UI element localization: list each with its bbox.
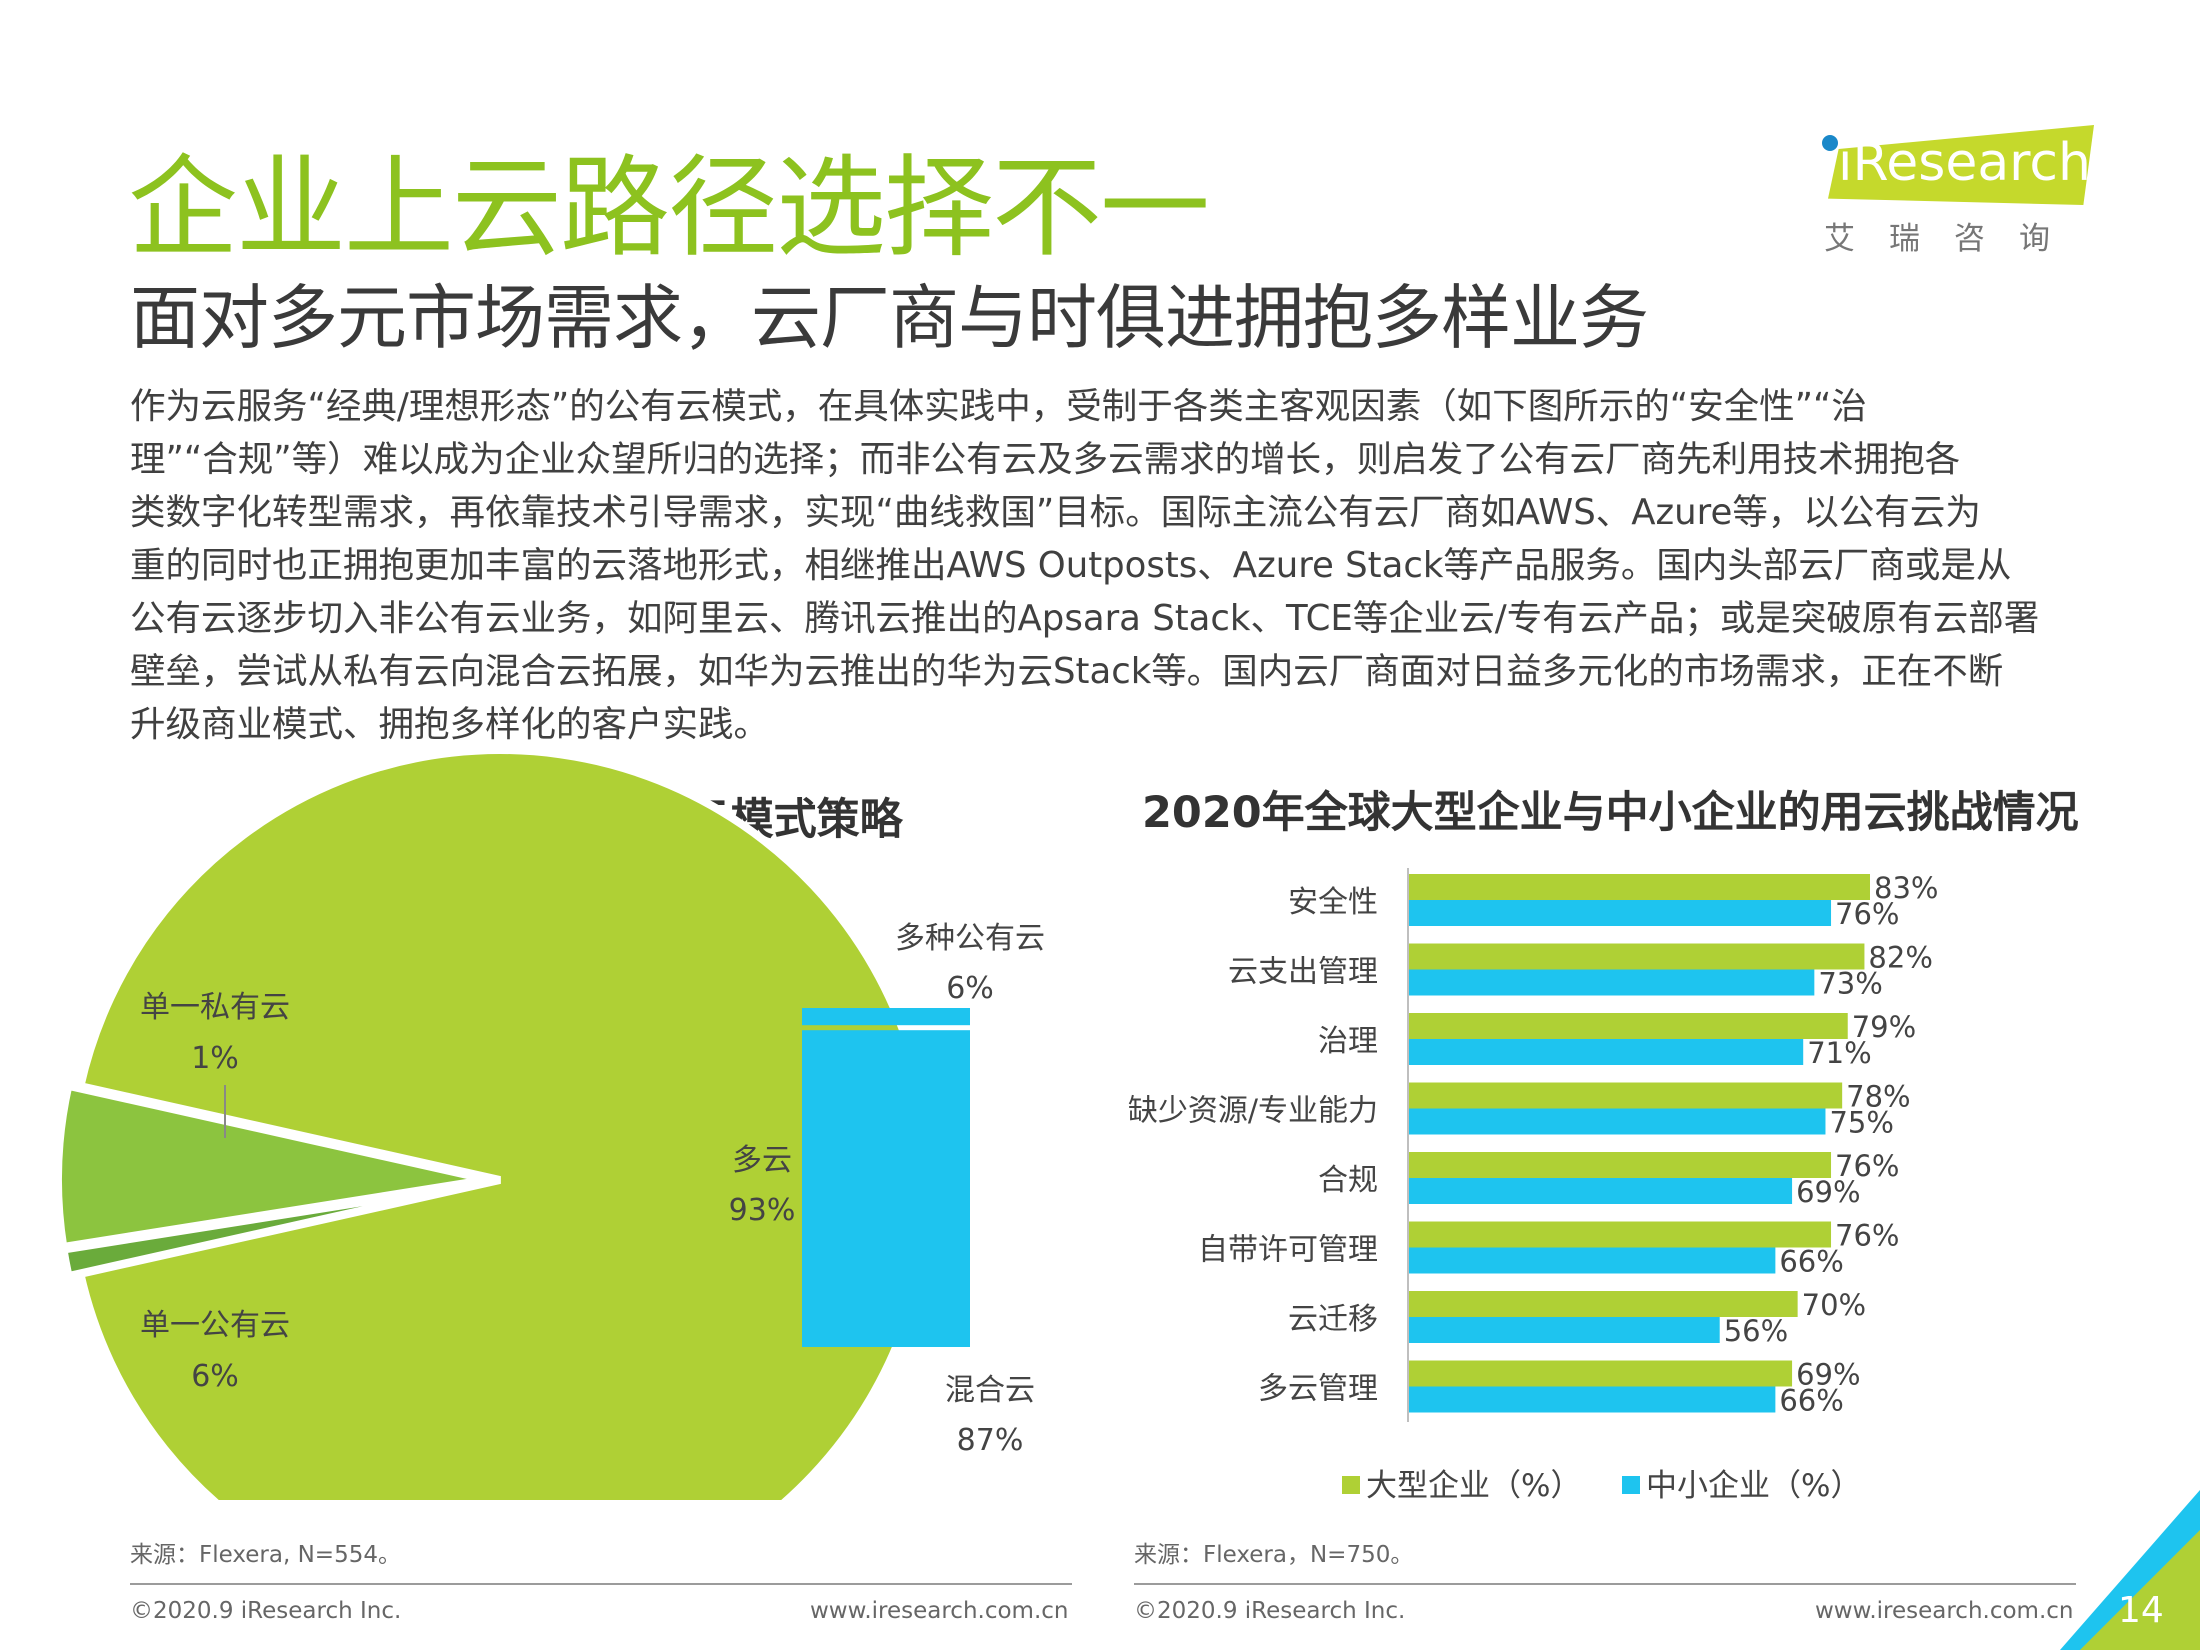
bar (1408, 874, 1870, 900)
bar-value-label: 70% (1802, 1288, 1866, 1322)
bar (1408, 1039, 1804, 1065)
pie-slice-label: 单一私有云 (140, 990, 290, 1025)
bar (1408, 1317, 1720, 1343)
bar-value-label: 83% (1874, 871, 1938, 905)
footer-copyright: ©2020.9 iResearch Inc. (130, 1598, 402, 1624)
category-label: 缺少资源/专业能力 (1128, 1094, 1378, 1129)
bar (1408, 1152, 1832, 1178)
pie-breakdown-bar (802, 1008, 970, 1347)
corner-decoration (2060, 1490, 2200, 1650)
bar-value-label: 82% (1868, 941, 1932, 975)
pie-slice-value: 1% (191, 1041, 239, 1076)
category-label: 合规 (1318, 1163, 1378, 1198)
bar (1408, 1108, 1826, 1135)
bar-value-label: 76% (1835, 1219, 1899, 1253)
bar (1408, 1291, 1798, 1317)
breakdown-segment (802, 1030, 970, 1347)
bar-value-label: 73% (1818, 967, 1882, 1001)
footer-divider (1134, 1583, 2076, 1585)
category-label: 云迁移 (1288, 1302, 1378, 1337)
bar (1408, 969, 1815, 996)
category-label: 多云管理 (1258, 1372, 1378, 1407)
paragraph-line: 理”“合规”等）难以成为企业众望所归的选择；而非公有云及多云需求的增长，则启发了… (130, 439, 1961, 480)
bar-value-label: 56% (1724, 1314, 1788, 1348)
category-label: 云支出管理 (1228, 955, 1378, 990)
legend-swatch (1342, 1476, 1360, 1494)
pie-slice-label: 多云 (732, 1143, 792, 1178)
paragraph-line: 壁垒，尝试从私有云向混合云拓展，如华为云推出的华为云Stack等。国内云厂商面对… (130, 651, 2004, 692)
bar-value-label: 71% (1807, 1036, 1871, 1070)
logo-brand: iResearch (1838, 133, 2091, 193)
category-label: 治理 (1318, 1024, 1378, 1059)
breakdown-segment (802, 1008, 970, 1026)
bar (1408, 900, 1832, 926)
pie-slice-value: 93% (729, 1193, 796, 1228)
bar-value-label: 79% (1852, 1010, 1916, 1044)
corner-blue-shape (2060, 1490, 2200, 1650)
footer-copyright: ©2020.9 iResearch Inc. (1134, 1598, 1406, 1624)
bar (1408, 1360, 1793, 1387)
bar-value-label: 66% (1779, 1384, 1843, 1418)
legend-label: 中小企业（%） (1646, 1468, 1861, 1504)
pie-source: 来源：Flexera, N=554。 (130, 1542, 401, 1568)
bar-value-label: 76% (1835, 1149, 1899, 1183)
footer-url-link[interactable]: www.iresearch.com.cn (1815, 1598, 2074, 1624)
bar-value-label: 69% (1796, 1358, 1860, 1392)
legend-swatch (1622, 1476, 1640, 1494)
bar (1408, 1178, 1793, 1204)
pie-slice (54, 1081, 489, 1252)
body-paragraph: 作为云服务“经典/理想形态”的公有云模式，在具体实践中，受制于各类主客观因素（如… (130, 380, 2090, 751)
footer-url-link[interactable]: www.iresearch.com.cn (810, 1598, 1069, 1624)
breakdown-value: 87% (957, 1423, 1024, 1458)
pie-chart: 单一私有云 1% 单一公有云 6% 多云 93% 多种公有云 6% 混合云 87% (54, 746, 1045, 1500)
category-label: 自带许可管理 (1198, 1233, 1378, 1268)
bar-value-label: 75% (1829, 1106, 1893, 1140)
legend-label: 大型企业（%） (1366, 1468, 1581, 1504)
bar-value-labels: 83%76%82%73%79%71%78%75%76%69%76%66%70%5… (1724, 871, 1939, 1418)
page-title: 企业上云路径选择不一 (128, 144, 1210, 272)
bar-value-label: 66% (1779, 1245, 1843, 1279)
bar (1408, 1386, 1776, 1413)
footer-divider (130, 1583, 1072, 1585)
bar-chart-title: 2020年全球大型企业与中小企业的用云挑战情况 (1142, 788, 2079, 838)
bar (1408, 1013, 1848, 1039)
page-subtitle: 面对多元市场需求，云厂商与时俱进拥抱多样业务 (130, 277, 1649, 359)
bar-marks (1407, 868, 1870, 1422)
bar-legend: 大型企业（%） 中小企业（%） (1342, 1468, 1861, 1504)
category-label: 安全性 (1288, 885, 1378, 920)
page-number: 14 (2118, 1590, 2164, 1631)
bar-source: 来源：Flexera，N=750。 (1134, 1542, 1414, 1568)
bar (1408, 943, 1865, 970)
pie-labels: 单一私有云 1% 单一公有云 6% 多云 93% 多种公有云 6% 混合云 87% (140, 921, 1045, 1458)
paragraph-line: 作为云服务“经典/理想形态”的公有云模式，在具体实践中，受制于各类主客观因素（如… (130, 386, 1867, 427)
iresearch-logo[interactable]: iResearch 艾瑞咨询 (1810, 115, 2094, 257)
paragraph-line: 类数字化转型需求，再依靠技术引导需求，实现“曲线救国”目标。国际主流公有云厂商如… (130, 492, 1981, 533)
paragraph-line: 公有云逐步切入非公有云业务，如阿里云、腾讯云推出的Apsara Stack、TC… (130, 598, 2040, 639)
bar (1408, 1221, 1832, 1248)
bar-value-label: 69% (1796, 1175, 1860, 1209)
logo-cn-name: 艾瑞咨询 (1824, 221, 2084, 257)
bar (1408, 1247, 1776, 1274)
pie-slice-label: 单一公有云 (140, 1308, 290, 1343)
bar (1408, 1082, 1843, 1109)
paragraph-line: 升级商业模式、拥抱多样化的客户实践。 (130, 704, 770, 745)
paragraph-line: 重的同时也正拥抱更加丰富的云落地形式，相继推出AWS Outposts、Azur… (130, 545, 2012, 586)
breakdown-label: 多种公有云 (895, 921, 1045, 956)
breakdown-value: 6% (946, 971, 994, 1006)
breakdown-label: 混合云 (945, 1373, 1035, 1408)
corner-green-shape (2080, 1530, 2200, 1650)
bar-value-label: 78% (1846, 1080, 1910, 1114)
pie-slices (54, 746, 934, 1500)
logo-dot-icon (1822, 135, 1838, 151)
pie-slice-value: 6% (191, 1359, 239, 1394)
bar-value-label: 76% (1835, 897, 1899, 931)
